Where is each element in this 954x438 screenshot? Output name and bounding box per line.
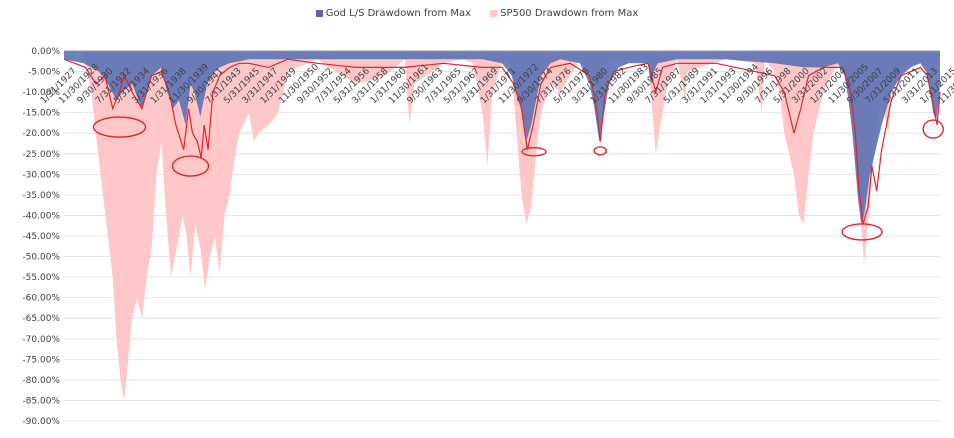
- y-tick-label: -5.00%: [28, 68, 60, 78]
- y-tick-label: 0.00%: [31, 47, 60, 57]
- area-layer: [64, 51, 940, 401]
- y-tick-label: -20.00%: [22, 129, 60, 139]
- y-tick-label: -80.00%: [22, 376, 60, 386]
- y-tick-label: -45.00%: [22, 232, 60, 242]
- drawdown-line: [63, 58, 941, 224]
- legend-swatch-sp500: [490, 10, 498, 17]
- y-tick-label: -70.00%: [22, 335, 60, 345]
- legend-swatch-god: [315, 10, 323, 17]
- y-tick-label: -75.00%: [22, 355, 60, 365]
- highlight-ellipse-4: [841, 223, 883, 241]
- highlight-ellipse-1: [171, 155, 210, 177]
- legend-label-god: God L/S Drawdown from Max: [325, 8, 472, 19]
- highlight-ellipse-0: [92, 116, 147, 138]
- annotation-layer: [92, 116, 944, 241]
- y-tick-label: -35.00%: [22, 191, 60, 201]
- y-tick-label: -90.00%: [22, 417, 60, 427]
- highlight-ellipse-5: [922, 119, 944, 139]
- legend-item-god: God L/S Drawdown from Max: [315, 8, 472, 19]
- y-tick-label: -30.00%: [22, 170, 60, 180]
- highlight-ellipse-2: [521, 146, 547, 157]
- y-tick-label: -50.00%: [22, 253, 60, 263]
- y-tick-label: -55.00%: [22, 273, 60, 283]
- highlight-ellipse-3: [593, 146, 607, 156]
- y-tick-label: -15.00%: [22, 109, 60, 119]
- god-ls-area: [64, 51, 940, 224]
- legend-label-sp500: SP500 Drawdown from Max: [500, 8, 639, 19]
- legend: God L/S Drawdown from Max SP500 Drawdown…: [0, 8, 954, 20]
- y-tick-label: -25.00%: [22, 150, 60, 160]
- y-tick-label: -65.00%: [22, 314, 60, 324]
- y-tick-label: -60.00%: [22, 294, 60, 304]
- y-tick-label: -85.00%: [22, 396, 60, 406]
- legend-item-sp500: SP500 Drawdown from Max: [490, 8, 638, 19]
- y-tick-label: -40.00%: [22, 211, 60, 221]
- y-tick-label: -10.00%: [22, 88, 60, 98]
- y-axis: 0.00% -5.00% -10.00% -15.00% -20.00% -25.00% -…: [22, 47, 60, 427]
- line-layer: [63, 50, 941, 224]
